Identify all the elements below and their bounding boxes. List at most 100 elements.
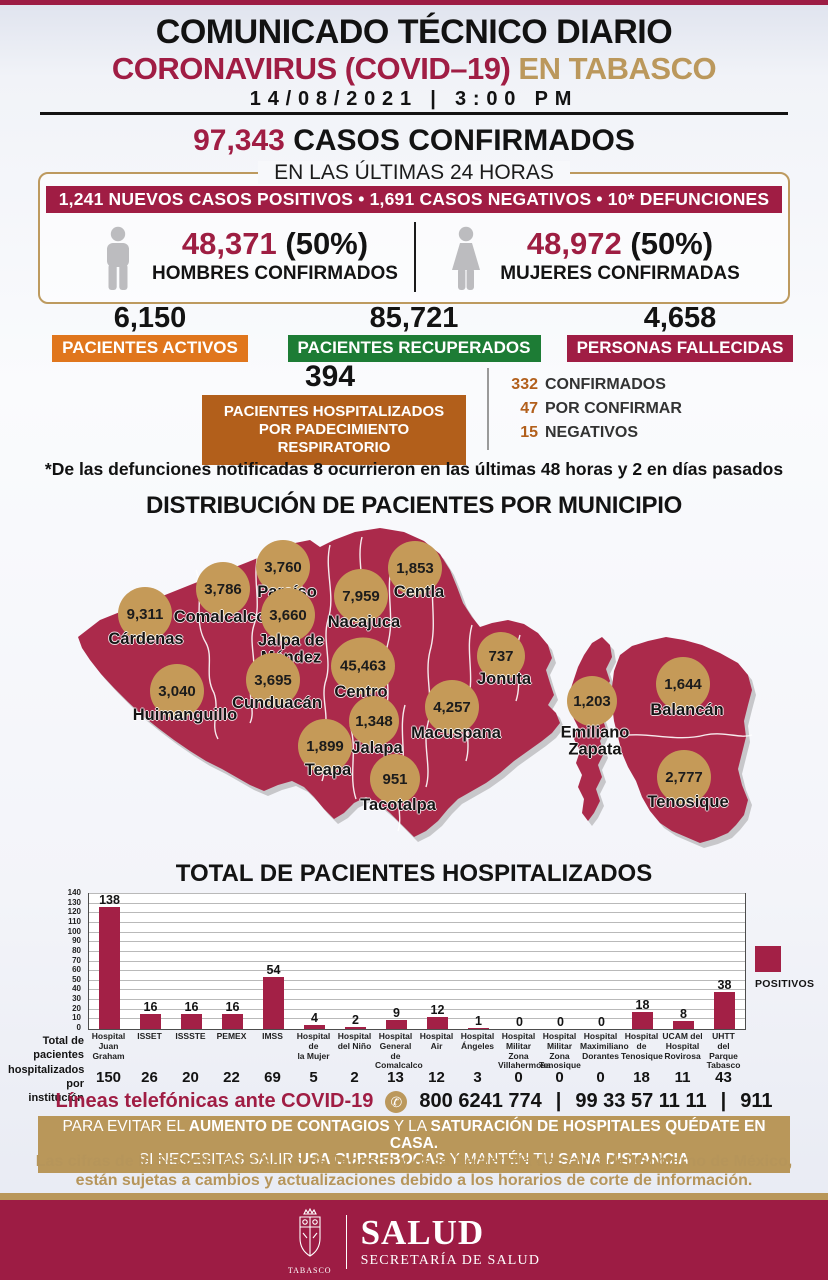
period-label: EN LAS ÚLTIMAS 24 HORAS	[0, 161, 828, 185]
bar	[673, 1021, 694, 1029]
bar	[181, 1013, 202, 1029]
bar	[714, 992, 735, 1029]
bar-value-label: 138	[99, 893, 120, 907]
gridline	[89, 999, 745, 1001]
municipality-marker: 737	[477, 632, 525, 680]
banner-text-segment: Y LA	[389, 1118, 431, 1135]
category-label: ISSET	[137, 1031, 162, 1041]
chart-legend: POSITIVOS	[755, 946, 825, 990]
chart-y-axis: 0 10 20 30 40 50 60 70 80 90 100 110 120 130 140	[58, 889, 84, 1032]
municipality-marker: 3,040	[150, 664, 204, 718]
footer-divider	[345, 1214, 347, 1269]
recovered-patients-value: 85,721	[369, 302, 459, 334]
municipality-label: Tacotalpa	[360, 795, 436, 814]
municipality-label: Huimanguillo	[132, 705, 238, 724]
map-markers-layer: 9,311Cárdenas3,786Comalcalco3,760Paraíso…	[0, 525, 828, 860]
municipality-label: Nacajuca	[327, 612, 401, 631]
total-value: 2	[350, 1069, 359, 1086]
chart-column: 9	[376, 894, 417, 1029]
bar	[632, 1011, 653, 1029]
gridline	[89, 912, 745, 914]
chart-column: 54	[253, 894, 294, 1029]
active-patients-badge: PACIENTES ACTIVOS	[52, 335, 248, 362]
total-value: 13	[387, 1069, 404, 1086]
confirmed-number: 97,343	[193, 124, 285, 157]
y-tick-label: 10	[72, 1013, 81, 1023]
municipality-marker: 1,853	[388, 541, 442, 595]
municipality-marker: 3,760	[256, 540, 310, 594]
municipality-marker: 1,899	[298, 719, 352, 773]
chart-axis-label: Total de pacientes hospitalizados por in…	[8, 1035, 85, 1105]
chart-column: 1	[458, 894, 499, 1029]
category-label: UHTT del Parque Tabasco	[706, 1031, 741, 1071]
subtitle-covid: CORONAVIRUS (COVID–19)	[111, 51, 511, 86]
y-tick-label: 70	[72, 955, 81, 965]
chart-title: TOTAL DE PACIENTES HOSPITALIZADOS	[175, 860, 653, 887]
top-accent-strip	[0, 0, 828, 5]
y-tick-label: 80	[72, 945, 81, 955]
municipality-label: Centla	[393, 582, 445, 601]
gold-strip	[0, 1193, 828, 1200]
bar-value-label: 8	[680, 1007, 687, 1022]
y-tick-label: 90	[72, 936, 81, 946]
phone-icon: ✆	[385, 1090, 408, 1113]
category-label: IMSS	[262, 1031, 283, 1041]
municipality-label: Emiliano Zapata	[560, 723, 630, 758]
total-value: 150	[95, 1069, 122, 1086]
y-tick-label: 0	[76, 1023, 81, 1032]
y-tick-label: 120	[67, 907, 81, 917]
phone-number: 911	[740, 1090, 773, 1112]
municipality-marker: 951	[370, 754, 420, 804]
category-label: Hospital Maximiliano Dorantes	[580, 1031, 629, 1061]
phone-number: 800 6241 774	[419, 1090, 542, 1112]
gridline	[89, 1018, 745, 1020]
municipality-marker: 3,695	[246, 653, 300, 707]
category-label: Hospital Militar Zona Villahermosa	[498, 1031, 551, 1071]
bar-value-label: 9	[393, 1006, 400, 1021]
chart-column: 16	[171, 894, 212, 1029]
bar-value-label: 0	[557, 1015, 564, 1029]
category-label: Hospital Ángeles	[460, 1031, 495, 1051]
bar	[427, 1017, 448, 1029]
municipality-marker: 1,644	[656, 657, 710, 711]
municipality-marker: 3,786	[196, 562, 250, 616]
gridline	[89, 989, 745, 991]
municipality-marker: 2,777	[657, 750, 711, 804]
chart-bars: 138 16 16 16 54 4 2 9 12 1 0 0 0 18 8 38	[89, 894, 745, 1029]
municipality-marker: 3,660	[261, 588, 315, 642]
y-tick-label: 60	[72, 965, 81, 975]
banner-text-segment: SATURACIÓN DE HOSPITALES QUÉDATE EN CASA…	[389, 1118, 766, 1152]
category-label: Hospital de Tenosique	[621, 1031, 663, 1061]
protection-banner-line2: SI NECESITAS SALIR USA CUBREBOCAS Y MANT…	[38, 1151, 790, 1169]
bar	[140, 1013, 161, 1029]
banner-text-segment: SANA DISTANCIA	[558, 1151, 690, 1168]
municipality-label: Comalcalco	[173, 607, 267, 626]
chart-column: 0	[540, 894, 581, 1029]
municipality-label: Jalapa	[351, 738, 403, 757]
confirmed-cases-line: 97,343 CASOS CONFIRMADOS	[0, 124, 828, 158]
phone-separator: |	[555, 1090, 562, 1112]
bar	[263, 976, 284, 1029]
hospitalized-divider	[487, 368, 489, 450]
chart-column: 12	[417, 894, 458, 1029]
bar	[99, 907, 120, 1029]
header-divider	[40, 112, 788, 115]
hospitalized-pending-row: 47 POR CONFIRMAR	[520, 400, 682, 417]
disclaimer-text: Las cifras de la Secretaría de Salud de …	[35, 1153, 793, 1189]
municipality-label: Teapa	[304, 760, 352, 779]
y-tick-label: 40	[72, 984, 81, 994]
bar	[222, 1013, 243, 1029]
gridline	[89, 921, 745, 923]
chart-column: 16	[130, 894, 171, 1029]
municipality-marker: 7,959	[334, 569, 388, 623]
category-label: Hospital General de Comalcalco	[375, 1031, 423, 1071]
recovered-patients-badge: PACIENTES RECUPERADOS	[287, 335, 541, 362]
male-count: 48,371 (50%)	[181, 226, 369, 261]
hospitalized-negative-row: 15 NEGATIVOS	[520, 424, 639, 441]
bar-value-label: 0	[516, 1015, 523, 1029]
subtitle-tabasco: EN TABASCO	[518, 51, 717, 86]
chart-column: 0	[499, 894, 540, 1029]
protection-banner-line1: PARA EVITAR EL AUMENTO DE CONTAGIOS Y LA…	[38, 1118, 790, 1152]
confirmed-label: CASOS CONFIRMADOS	[293, 124, 635, 157]
banner-text-segment: SI NECESITAS SALIR	[138, 1151, 298, 1168]
